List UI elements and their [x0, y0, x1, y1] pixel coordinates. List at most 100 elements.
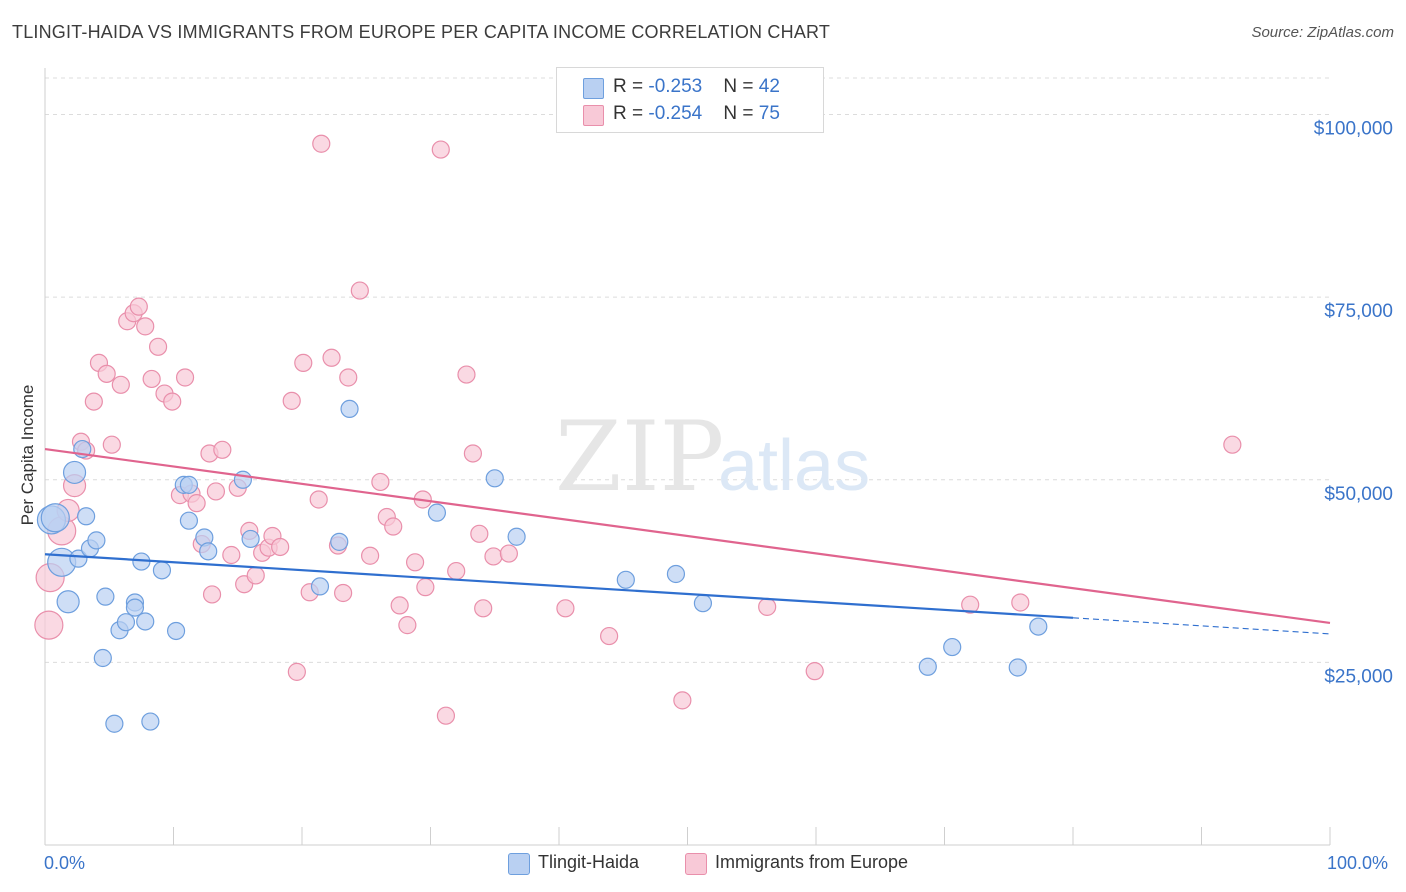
trend-line-tlingit-haida: [44, 553, 1074, 619]
tlingit-haida-point: [93, 648, 112, 668]
tlingit-haida-point: [56, 590, 80, 614]
tlingit-haida-point: [693, 594, 713, 613]
x-tick-label-max: 100.0%: [1327, 853, 1389, 873]
immigrants-from-europe-point: [805, 662, 824, 681]
immigrants-from-europe-point: [436, 706, 456, 725]
tlingit-haida-point: [427, 503, 447, 522]
immigrants-from-europe-point: [206, 482, 226, 501]
immigrants-from-europe-point: [287, 662, 306, 681]
tlingit-haida-point: [179, 511, 199, 530]
immigrants-from-europe-point: [111, 375, 130, 394]
watermark: ZIP atlas: [555, 401, 870, 513]
immigrants-from-europe-point: [163, 392, 182, 411]
immigrants-from-europe-point: [334, 583, 353, 603]
immigrants-from-europe-point: [213, 440, 232, 459]
tlingit-haida-point: [485, 469, 504, 488]
tlingit-haida-point: [1029, 617, 1048, 636]
tlingit-haida-point: [1008, 658, 1027, 677]
trend-line-tlingit-haida-extension: [1072, 617, 1331, 635]
immigrants-from-europe-point: [142, 369, 161, 389]
tlingit-haida-point: [340, 399, 359, 419]
immigrants-from-europe-point: [673, 691, 692, 710]
legend-n-value: 42: [758, 76, 780, 97]
immigrants-from-europe-point: [202, 585, 222, 604]
tlingit-haida-point: [943, 637, 962, 657]
immigrants-from-europe-point: [961, 595, 980, 614]
tlingit-haida-point: [241, 529, 260, 549]
tlingit-haida-point: [96, 587, 115, 606]
tlingit-haida-point: [507, 527, 526, 546]
bottom-legend-swatch-blue: [508, 853, 530, 875]
immigrants-from-europe-point: [416, 578, 435, 597]
watermark-atlas: atlas: [718, 426, 870, 506]
bottom-legend-swatch-pink: [685, 853, 707, 875]
tlingit-haida-point: [199, 542, 218, 561]
tlingit-haida-point: [87, 531, 106, 550]
trend-lines: [44, 447, 1331, 635]
immigrants-from-europe-point: [361, 546, 380, 565]
gridlines: [45, 77, 1330, 663]
tlingit-haida-point: [136, 612, 155, 631]
immigrants-from-europe-point: [758, 597, 777, 616]
immigrants-from-europe-point: [398, 616, 417, 635]
immigrants-from-europe-point: [187, 494, 206, 513]
immigrants-from-europe-point: [1223, 435, 1242, 454]
legend-n-label: N =: [723, 103, 759, 124]
x-tick-label-min: 0.0%: [44, 853, 86, 873]
immigrants-from-europe-point: [431, 140, 450, 159]
legend-swatch-blue: [583, 78, 604, 99]
tlingit-haida-point: [116, 613, 136, 632]
legend-n-label: N =: [723, 76, 759, 97]
legend-n-value: 75: [758, 103, 780, 124]
immigrants-from-europe-point: [371, 472, 390, 492]
immigrants-from-europe-point: [129, 297, 148, 316]
tlingit-haida-point: [62, 460, 87, 485]
legend-swatch-pink: [583, 105, 604, 126]
tlingit-haida-point: [666, 564, 686, 584]
legend-r-label: R =: [613, 76, 649, 97]
immigrants-from-europe-point: [499, 544, 518, 563]
bottom-legend-label: Immigrants from Europe: [715, 852, 909, 872]
immigrants-from-europe-point: [405, 553, 425, 572]
immigrants-from-europe-point: [34, 610, 64, 640]
tlingit-haida-point: [616, 570, 635, 589]
tlingit-haida-point: [141, 712, 160, 731]
immigrants-from-europe-point: [282, 391, 301, 410]
tlingit-haida-point: [918, 657, 937, 676]
bottom-legend-label: Tlingit-Haida: [538, 852, 640, 872]
immigrants-from-europe-point: [97, 364, 116, 383]
tlingit-haida-point: [310, 577, 330, 596]
tlingit-haida-point: [179, 475, 199, 494]
immigrants-from-europe-point: [484, 547, 503, 566]
immigrants-from-europe-point: [556, 599, 575, 618]
tlingit-haida-point: [105, 714, 124, 733]
tlingit-haida-point: [330, 532, 349, 551]
immigrants-from-europe-point: [102, 435, 121, 454]
immigrants-from-europe-point: [136, 317, 155, 336]
immigrants-from-europe-point: [175, 368, 195, 387]
immigrants-from-europe-point: [457, 365, 476, 384]
immigrants-from-europe-point: [322, 348, 341, 367]
tlingit-haida-point: [152, 561, 172, 580]
legend-r-value: -0.253: [648, 76, 703, 97]
y-tick-label: $100,000: [1314, 119, 1393, 140]
immigrants-from-europe-point: [474, 599, 493, 618]
immigrants-from-europe-point: [470, 524, 489, 543]
y-tick-label: $25,000: [1324, 666, 1393, 687]
immigrants-from-europe-point: [350, 281, 369, 300]
tlingit-haida-point: [233, 470, 252, 489]
tlingit-haida-point: [125, 598, 145, 617]
immigrants-from-europe-point: [447, 561, 466, 581]
chart-title: TLINGIT-HAIDA VS IMMIGRANTS FROM EUROPE …: [12, 22, 831, 42]
watermark-zip: ZIP: [555, 401, 724, 513]
immigrants-from-europe-point: [246, 566, 265, 585]
tlingit-haida-point: [40, 503, 70, 533]
source-credit: Source: ZipAtlas.com: [1251, 24, 1394, 41]
tlingit-haida-point: [77, 507, 96, 526]
series-tlingit-haida: [36, 399, 1048, 733]
immigrants-from-europe-point: [222, 545, 241, 565]
immigrants-from-europe-point: [600, 626, 619, 646]
immigrants-from-europe-point: [309, 490, 328, 509]
immigrants-from-europe-point: [463, 444, 483, 463]
